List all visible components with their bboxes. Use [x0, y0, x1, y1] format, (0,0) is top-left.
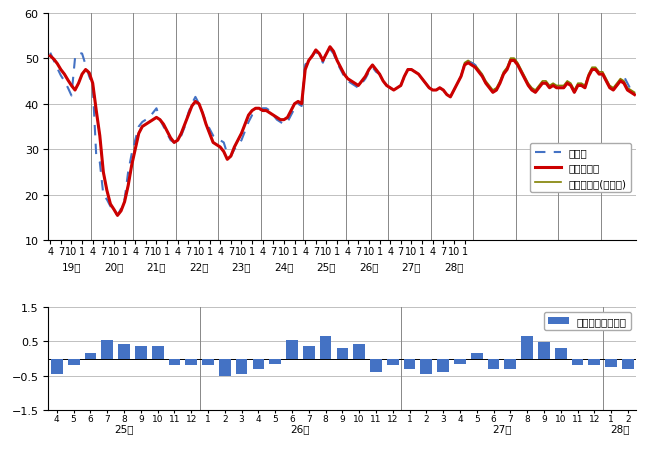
- Text: 25年: 25年: [114, 423, 134, 433]
- Bar: [572, 359, 583, 366]
- Bar: [286, 340, 298, 359]
- Bar: [622, 359, 634, 369]
- Text: 28年: 28年: [444, 262, 464, 272]
- Bar: [169, 359, 180, 366]
- Bar: [185, 359, 197, 366]
- Legend: 原系列, 季節調整値, 季節調整値(改訂前): 原系列, 季節調整値, 季節調整値(改訂前): [530, 144, 631, 193]
- Text: 24年: 24年: [274, 262, 294, 272]
- Text: 27年: 27年: [402, 262, 421, 272]
- Text: 27年: 27年: [492, 423, 512, 433]
- Bar: [118, 344, 130, 359]
- Bar: [555, 349, 567, 359]
- Bar: [152, 347, 163, 359]
- Bar: [454, 359, 466, 364]
- Bar: [421, 359, 432, 374]
- Bar: [135, 347, 147, 359]
- Bar: [68, 359, 79, 366]
- Bar: [353, 344, 365, 359]
- Bar: [219, 359, 231, 376]
- Text: 25年: 25年: [317, 262, 336, 272]
- Bar: [538, 342, 550, 359]
- Bar: [387, 359, 399, 366]
- Bar: [605, 359, 617, 368]
- Text: 22年: 22年: [189, 262, 209, 272]
- Text: 28年: 28年: [610, 423, 629, 433]
- Text: 23年: 23年: [232, 262, 251, 272]
- Bar: [370, 359, 382, 373]
- Bar: [202, 359, 214, 366]
- Bar: [303, 347, 315, 359]
- Bar: [488, 359, 499, 369]
- Bar: [320, 336, 331, 359]
- Bar: [337, 349, 348, 359]
- Bar: [51, 359, 63, 374]
- Bar: [437, 359, 449, 373]
- Bar: [101, 340, 113, 359]
- Text: 19年: 19年: [62, 262, 81, 272]
- Bar: [269, 359, 281, 364]
- Text: 20年: 20年: [104, 262, 123, 272]
- Legend: 新旧差（新－旧）: 新旧差（新－旧）: [543, 312, 631, 331]
- Text: 26年: 26年: [359, 262, 379, 272]
- Bar: [471, 354, 483, 359]
- Bar: [589, 359, 600, 366]
- Bar: [85, 354, 96, 359]
- Bar: [521, 336, 533, 359]
- Bar: [253, 359, 264, 369]
- Text: 21年: 21年: [147, 262, 166, 272]
- Bar: [505, 359, 516, 369]
- Text: 26年: 26年: [291, 423, 310, 433]
- Bar: [236, 359, 247, 374]
- Bar: [404, 359, 415, 369]
